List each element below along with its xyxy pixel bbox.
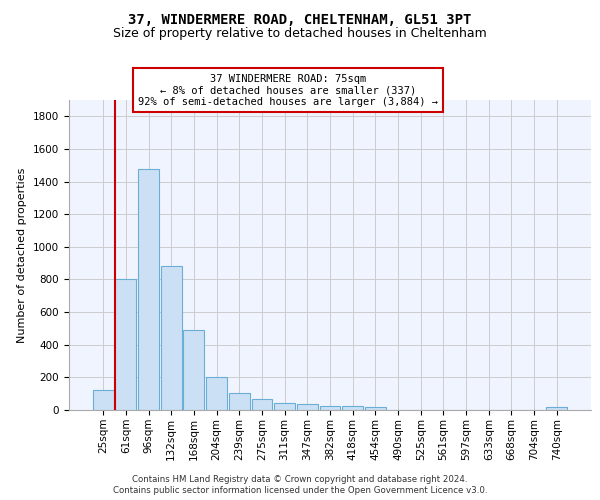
Bar (297, 404, 318, 410)
Bar (115, 280, 136, 410)
Text: Contains public sector information licensed under the Open Government Licence v3: Contains public sector information licen… (113, 486, 487, 495)
Text: 37, WINDERMERE ROAD, CHELTENHAM, GL51 3PT: 37, WINDERMERE ROAD, CHELTENHAM, GL51 3P… (128, 12, 472, 26)
Bar (184, 330, 205, 410)
Bar (320, 406, 340, 410)
Bar (161, 266, 182, 410)
Text: Contains HM Land Registry data © Crown copyright and database right 2024.: Contains HM Land Registry data © Crown c… (132, 475, 468, 484)
Bar (206, 376, 227, 410)
Text: Size of property relative to detached houses in Cheltenham: Size of property relative to detached ho… (113, 28, 487, 40)
Bar (342, 406, 363, 410)
Bar (138, 170, 159, 410)
Bar (229, 393, 250, 410)
Bar (547, 407, 567, 410)
Bar (365, 407, 386, 410)
Bar (274, 403, 295, 410)
Bar (93, 390, 113, 410)
Text: 37 WINDERMERE ROAD: 75sqm
← 8% of detached houses are smaller (337)
92% of semi-: 37 WINDERMERE ROAD: 75sqm ← 8% of detach… (138, 74, 438, 107)
Y-axis label: Number of detached properties: Number of detached properties (17, 168, 28, 342)
Bar (251, 400, 272, 410)
